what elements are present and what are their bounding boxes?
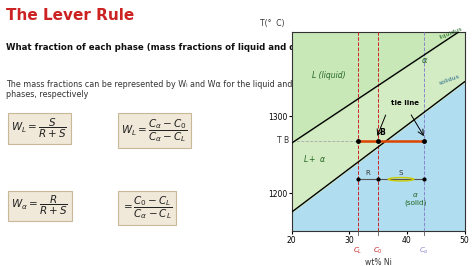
Text: $C_0$: $C_0$ (373, 246, 383, 256)
X-axis label: wt% Ni: wt% Ni (365, 259, 392, 266)
Text: $C_L$: $C_L$ (353, 246, 363, 256)
Text: $\alpha$
(solid): $\alpha$ (solid) (404, 190, 427, 206)
Text: L (liquid): L (liquid) (312, 71, 346, 80)
Text: What fraction of each phase (mass fractions of liquid and α phases)?: What fraction of each phase (mass fracti… (6, 43, 341, 52)
Text: $W_L = \dfrac{C_\alpha - C_0}{C_\alpha - C_L}$: $W_L = \dfrac{C_\alpha - C_0}{C_\alpha -… (121, 117, 188, 144)
Text: S: S (398, 171, 402, 176)
Text: R: R (365, 171, 370, 176)
Text: liquidus: liquidus (438, 26, 463, 40)
Text: $W_L = \dfrac{S}{R + S}$: $W_L = \dfrac{S}{R + S}$ (11, 117, 67, 140)
Text: $= \dfrac{C_0 - C_L}{C_\alpha - C_L}$: $= \dfrac{C_0 - C_L}{C_\alpha - C_L}$ (121, 194, 173, 221)
Text: T(°  C): T(° C) (260, 19, 285, 28)
Text: The mass fractions can be represented by Wₗ and Wα for the liquid and solid
phas: The mass fractions can be represented by… (6, 80, 313, 99)
Text: $\alpha$: $\alpha$ (421, 56, 428, 65)
Text: tie line: tie line (391, 100, 419, 106)
Text: The Lever Rule: The Lever Rule (6, 8, 134, 23)
Text: $L +\ \alpha$: $L +\ \alpha$ (303, 153, 326, 164)
Text: $W_\alpha = \dfrac{R}{R + S}$: $W_\alpha = \dfrac{R}{R + S}$ (11, 194, 68, 217)
Text: T B: T B (276, 136, 289, 146)
Text: B: B (380, 128, 385, 137)
Text: $C_\alpha$: $C_\alpha$ (419, 246, 429, 256)
Text: solidus: solidus (438, 73, 461, 86)
